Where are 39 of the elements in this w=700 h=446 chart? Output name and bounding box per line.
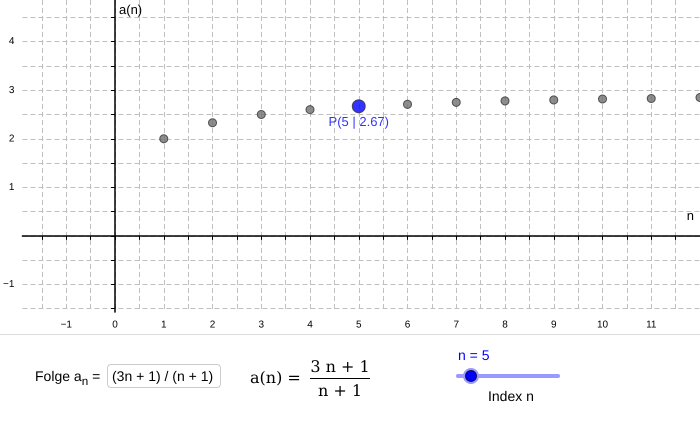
point xyxy=(159,134,168,144)
y-tick-label: 3 xyxy=(8,84,15,96)
x-tick-label: 1 xyxy=(160,320,167,330)
x-tick-label: 3 xyxy=(258,320,264,330)
text: n + 1 xyxy=(316,380,364,400)
x-tick-label: 0 xyxy=(112,320,118,330)
x-tick-label: 8 xyxy=(502,320,508,330)
x-axis-title: n xyxy=(686,208,694,223)
text: a(n) = xyxy=(250,368,301,387)
x-tick-label: 2 xyxy=(210,320,216,330)
x-tick-label: −1 xyxy=(60,320,72,330)
point xyxy=(352,99,366,114)
y-tick-label: 2 xyxy=(8,133,15,144)
point xyxy=(549,95,558,104)
point xyxy=(500,96,510,106)
point xyxy=(452,98,461,107)
x-tick-label: 10 xyxy=(596,320,609,330)
x-tick-label: 4 xyxy=(307,320,314,330)
y-tick-label: −1 xyxy=(2,278,15,290)
text: (3n + 1) / (n + 1) xyxy=(107,364,221,388)
point xyxy=(208,118,218,128)
text: 3 n + 1 xyxy=(310,357,370,379)
x-tick-label: 9 xyxy=(550,320,557,330)
y-axis-title: a(n) xyxy=(119,2,142,17)
annotation: P(5 | 2.67) xyxy=(328,114,389,129)
text: n = 5 xyxy=(458,347,490,363)
x-tick-label: 7 xyxy=(453,320,460,330)
point xyxy=(256,110,266,120)
y-tick-label: 1 xyxy=(8,182,15,193)
x-tick-label: 5 xyxy=(356,320,362,330)
point xyxy=(598,94,608,104)
y-tick-label: 4 xyxy=(8,36,15,48)
point xyxy=(646,94,656,103)
point xyxy=(403,100,412,109)
text: Index n xyxy=(488,388,534,404)
x-tick-label: 11 xyxy=(646,320,657,330)
x-tick-label: 6 xyxy=(404,320,411,330)
text: Folge a$_{n}$ = xyxy=(35,368,100,388)
point xyxy=(306,105,315,114)
